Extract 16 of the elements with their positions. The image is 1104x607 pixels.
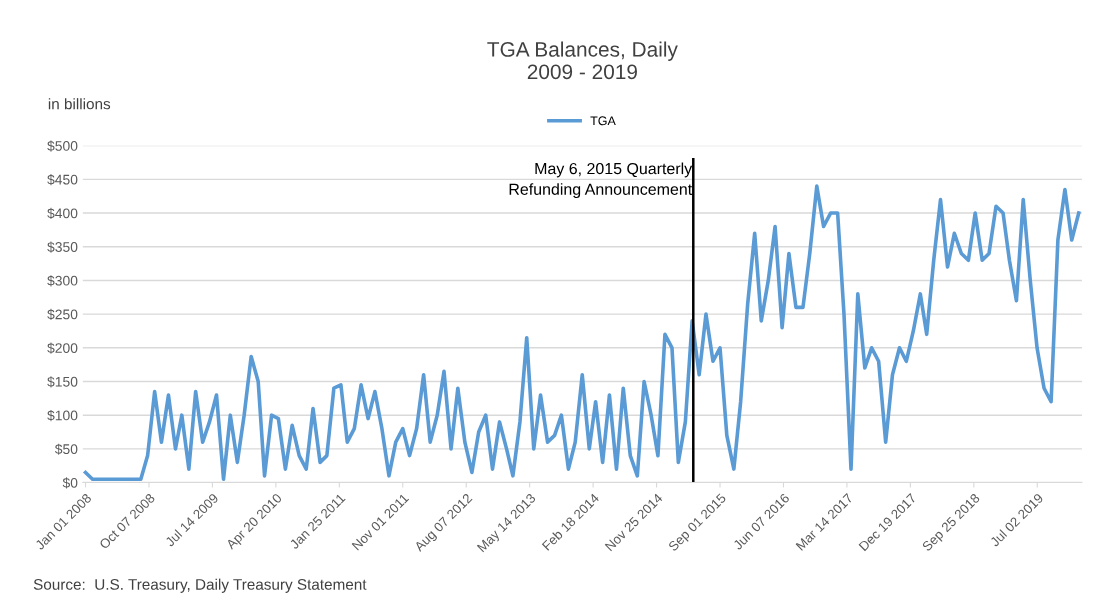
legend-label: TGA	[590, 116, 616, 126]
source-note: Source: U.S. Treasury, Daily Treasury Statement	[33, 578, 367, 593]
y-tick-label: $350	[47, 241, 78, 253]
y-tick-label: $150	[47, 376, 78, 388]
y-axis-title: in billions	[48, 98, 111, 110]
chart-title: TGA Balances, Daily 2009 - 2019	[487, 41, 678, 80]
y-tick-label: $200	[47, 342, 78, 354]
y-tick-label: $450	[47, 174, 78, 186]
y-tick-label: $0	[62, 477, 78, 489]
y-tick-label: $500	[47, 140, 78, 152]
y-tick-label: $50	[54, 443, 78, 455]
ref-line-label: May 6, 2015 Quarterly Refunding Announcement	[509, 162, 693, 199]
y-tick-label: $300	[47, 275, 78, 287]
y-tick-label: $250	[47, 308, 78, 321]
y-tick-label: $400	[47, 207, 78, 220]
y-tick-label: $100	[47, 409, 78, 422]
